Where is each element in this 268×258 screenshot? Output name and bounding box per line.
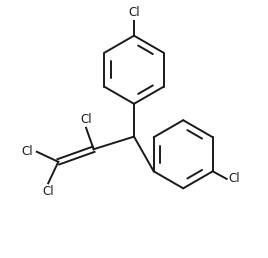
Text: Cl: Cl <box>42 185 54 198</box>
Text: Cl: Cl <box>229 172 240 186</box>
Text: Cl: Cl <box>80 113 92 126</box>
Text: Cl: Cl <box>21 145 33 158</box>
Text: Cl: Cl <box>128 6 140 19</box>
